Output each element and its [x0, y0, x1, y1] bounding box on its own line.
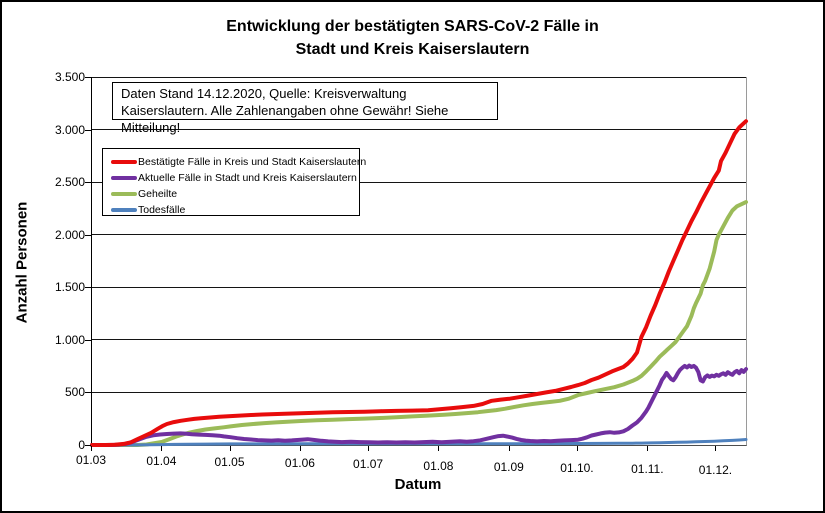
legend-swatch-aktuelle [111, 176, 137, 180]
y-tick-mark [85, 392, 91, 394]
y-tick-label: 1.500 [54, 280, 85, 295]
x-tick-mark [438, 446, 440, 451]
x-tick-mark [299, 446, 301, 451]
legend-label-todesfaelle: Todesfälle [138, 204, 186, 216]
chart-title-line1: Entwicklung der bestätigten SARS-CoV-2 F… [226, 18, 599, 35]
gridline [92, 181, 746, 183]
y-tick-label: 2.000 [54, 227, 85, 242]
legend-swatch-bestaetigte [111, 160, 137, 164]
y-tick-label: 0 [78, 438, 85, 452]
legend-swatch-geheilte [111, 192, 137, 196]
x-tick-label: 01.05 [214, 455, 245, 470]
x-tick-mark [229, 446, 231, 451]
y-tick-mark [85, 129, 91, 131]
x-tick-mark [647, 446, 649, 451]
x-tick-label: 01.10. [560, 460, 594, 475]
x-tick-label: 01.06 [284, 456, 315, 471]
y-tick-mark [85, 339, 91, 341]
gridline [92, 129, 746, 131]
series-line-0 [90, 119, 748, 447]
gridline [92, 339, 746, 341]
y-tick-mark [85, 77, 91, 78]
y-tick-label: 1.000 [54, 332, 85, 347]
x-axis-title: Datum [394, 476, 442, 493]
series-layer [90, 119, 748, 447]
chart-title-line2: Stadt und Kreis Kaiserslautern [295, 41, 530, 58]
x-tick-mark [715, 446, 717, 451]
annotation-line1: Daten Stand 14.12.2020, Quelle: Kreisver… [121, 86, 407, 101]
legend-label-geheilte: Geheilte [138, 188, 178, 200]
y-axis-title: Anzahl Personen [13, 201, 31, 324]
legend-item-geheilte: Geheilte [103, 186, 359, 202]
chart-title: Entwicklung der bestätigten SARS-CoV-2 F… [2, 15, 823, 61]
legend-item-todesfaelle: Todesfälle [103, 202, 359, 218]
y-tick-mark [85, 287, 91, 289]
y-tick-mark [85, 234, 91, 236]
legend-item-bestaetigte: Bestätigte Fälle in Kreis und Stadt Kais… [103, 154, 366, 170]
x-tick-label: 01.07 [353, 457, 384, 472]
y-tick-label: 3.500 [54, 70, 85, 84]
plot-area [90, 76, 748, 447]
y-tick-mark [85, 182, 91, 184]
x-tick-mark [161, 446, 163, 451]
legend-swatch-todesfaelle [111, 208, 137, 212]
x-tick-label: 01.12. [698, 462, 733, 477]
x-tick-mark [508, 446, 510, 451]
x-tick-label: 01.03 [75, 453, 107, 467]
legend-label-bestaetigte: Bestätigte Fälle in Kreis und Stadt Kais… [138, 156, 367, 168]
gridline [92, 76, 746, 78]
x-tick-label: 01.08 [423, 458, 454, 473]
x-tick-label: 01.09 [493, 459, 524, 474]
x-tick-mark [368, 446, 370, 451]
y-tick-mark [85, 445, 91, 446]
legend: Bestätigte Fälle in Kreis und Stadt Kais… [102, 148, 366, 218]
series-line-1 [90, 363, 748, 447]
gridline [92, 391, 746, 393]
x-tick-label: 01.04 [146, 454, 177, 469]
legend-label-aktuelle: Aktuelle Fälle in Stadt und Kreis Kaiser… [138, 172, 357, 184]
gridline [92, 234, 746, 236]
y-tick-label: 2.500 [54, 175, 85, 190]
gridline [92, 286, 746, 288]
legend-item-aktuelle: Aktuelle Fälle in Stadt und Kreis Kaiser… [103, 170, 359, 186]
series-line-3 [90, 438, 748, 447]
annotation-box: Daten Stand 14.12.2020, Quelle: Kreisver… [112, 82, 498, 135]
x-tick-label: 01.11. [631, 461, 664, 476]
y-tick-label: 500 [64, 385, 85, 400]
x-tick-mark [91, 446, 92, 451]
x-tick-mark [576, 446, 578, 451]
annotation-line2: Kaiserslautern. Alle Zahlenangaben ohne … [121, 103, 449, 135]
y-tick-label: 3.000 [54, 122, 85, 137]
series-line-2 [90, 200, 748, 447]
